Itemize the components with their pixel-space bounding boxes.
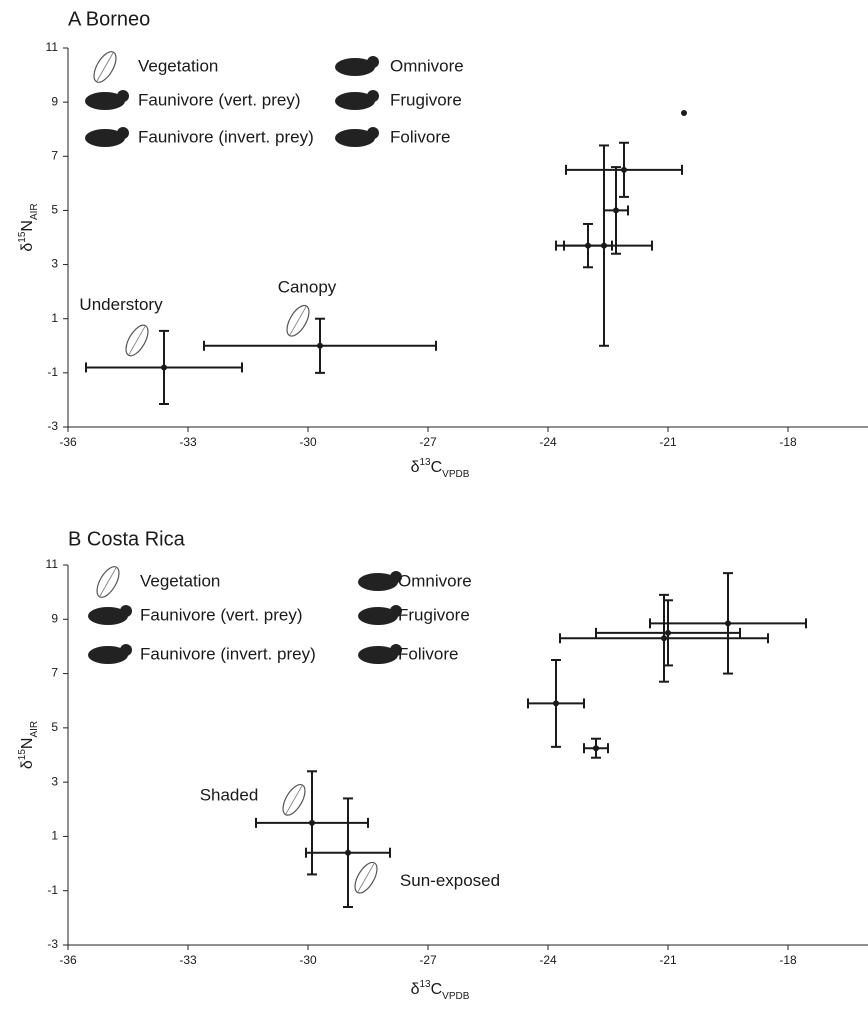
label-part: 15 bbox=[17, 231, 28, 243]
data-point bbox=[681, 110, 687, 116]
legend-label: Faunivore (vert. prey) bbox=[140, 605, 303, 624]
x-axis-label: δ13CVPDB bbox=[411, 979, 470, 1002]
chart-title: A Borneo bbox=[68, 8, 150, 30]
animal-head bbox=[367, 90, 379, 102]
label-part: δ bbox=[411, 459, 420, 476]
x-tick-label: -33 bbox=[179, 953, 197, 967]
x-tick-label: -24 bbox=[539, 953, 557, 967]
y-tick-label: -1 bbox=[47, 365, 58, 379]
legend-label: Omnivore bbox=[398, 571, 472, 590]
x-tick-label: -30 bbox=[299, 953, 317, 967]
y-tick-label: 5 bbox=[51, 720, 58, 734]
label-part: δ bbox=[411, 981, 420, 998]
data-point bbox=[613, 207, 619, 213]
legend-label: Faunivore (vert. prey) bbox=[138, 90, 301, 109]
data-point bbox=[725, 620, 731, 626]
chart-title: B Costa Rica bbox=[68, 528, 186, 550]
label-part: δ bbox=[19, 760, 36, 769]
data-point bbox=[593, 745, 599, 751]
label-part: AIR bbox=[29, 721, 40, 738]
y-tick-label: 7 bbox=[51, 148, 58, 162]
x-tick-label: -21 bbox=[659, 953, 677, 967]
legend-label: Faunivore (invert. prey) bbox=[138, 127, 314, 146]
label-part: VPDB bbox=[442, 469, 470, 480]
panel: A Borneo -3 -1 1 3 5 7 9 11 -36 -33 -30 -27 -24 -21 -18… bbox=[46, 8, 868, 449]
x-tick-label: -18 bbox=[779, 435, 797, 449]
y-tick-label: 1 bbox=[51, 829, 58, 843]
y-tick-label: 11 bbox=[46, 557, 59, 571]
legend-label: Folivore bbox=[398, 644, 458, 663]
x-tick-label: -36 bbox=[59, 953, 77, 967]
data-point bbox=[345, 850, 351, 856]
data-point bbox=[553, 700, 559, 706]
y-tick-label: -3 bbox=[47, 937, 58, 951]
x-tick-label: -21 bbox=[659, 435, 677, 449]
y-tick-label: 5 bbox=[51, 203, 58, 217]
data-point bbox=[661, 635, 667, 641]
point-label: Canopy bbox=[278, 277, 337, 296]
animal-head bbox=[367, 127, 379, 139]
animal-head bbox=[120, 605, 132, 617]
legend-label: Vegetation bbox=[138, 56, 218, 75]
x-tick-label: -18 bbox=[779, 953, 797, 967]
legend-label: Omnivore bbox=[390, 56, 464, 75]
legend-label: Frugivore bbox=[390, 90, 462, 109]
label-part: AIR bbox=[29, 203, 40, 220]
point-label: Sun-exposed bbox=[400, 871, 500, 890]
animal-head bbox=[120, 644, 132, 656]
x-tick-label: -30 bbox=[299, 435, 317, 449]
legend-label: Frugivore bbox=[398, 605, 470, 624]
x-tick-label: -36 bbox=[59, 435, 77, 449]
x-tick-label: -33 bbox=[179, 435, 197, 449]
label-part: C bbox=[431, 459, 443, 476]
label-part: VPDB bbox=[442, 991, 470, 1002]
animal-head bbox=[117, 90, 129, 102]
figure: A Borneo-3-11357911-36-33-30-27-24-21-18… bbox=[0, 0, 868, 1016]
y-axis-label: δ15NAIR bbox=[17, 721, 40, 769]
x-tick-label: -24 bbox=[539, 435, 557, 449]
y-tick-label: 1 bbox=[51, 311, 58, 325]
y-tick-label: 3 bbox=[51, 257, 58, 271]
y-axis-label: δ15NAIR bbox=[17, 203, 40, 251]
y-tick-label: 9 bbox=[51, 94, 58, 108]
label-part: C bbox=[431, 981, 443, 998]
label-part: 13 bbox=[419, 457, 431, 468]
legend-label: Faunivore (invert. prey) bbox=[140, 644, 316, 663]
y-tick-label: -1 bbox=[47, 883, 58, 897]
label-part: δ bbox=[19, 243, 36, 252]
point-label: Shaded bbox=[200, 785, 259, 804]
label-part: 15 bbox=[17, 749, 28, 761]
label-part: N bbox=[19, 220, 36, 232]
data-point bbox=[317, 343, 323, 349]
panel: B Costa Rica -3 -1 1 3 5 7 9 11 -36 -33 -30 -27 -24 -2… bbox=[46, 528, 868, 967]
x-axis-label: δ13CVPDB bbox=[411, 457, 470, 480]
point-label: Understory bbox=[79, 295, 163, 314]
legend-label: Folivore bbox=[390, 127, 450, 146]
y-tick-label: 9 bbox=[51, 611, 58, 625]
y-tick-label: -3 bbox=[47, 419, 58, 433]
label-part: 13 bbox=[419, 979, 431, 990]
data-point bbox=[621, 167, 627, 173]
y-tick-label: 7 bbox=[51, 666, 58, 680]
y-tick-label: 3 bbox=[51, 774, 58, 788]
y-tick-label: 11 bbox=[46, 40, 59, 54]
data-point bbox=[309, 820, 315, 826]
label-part: N bbox=[19, 738, 36, 750]
data-point bbox=[665, 630, 671, 636]
animal-head bbox=[117, 127, 129, 139]
page: A Borneo-3-11357911-36-33-30-27-24-21-18… bbox=[0, 0, 868, 1016]
x-tick-label: -27 bbox=[419, 953, 437, 967]
animal-head bbox=[367, 56, 379, 68]
x-tick-label: -27 bbox=[419, 435, 437, 449]
data-point bbox=[161, 364, 167, 370]
legend-label: Vegetation bbox=[140, 571, 220, 590]
data-point bbox=[601, 243, 607, 249]
